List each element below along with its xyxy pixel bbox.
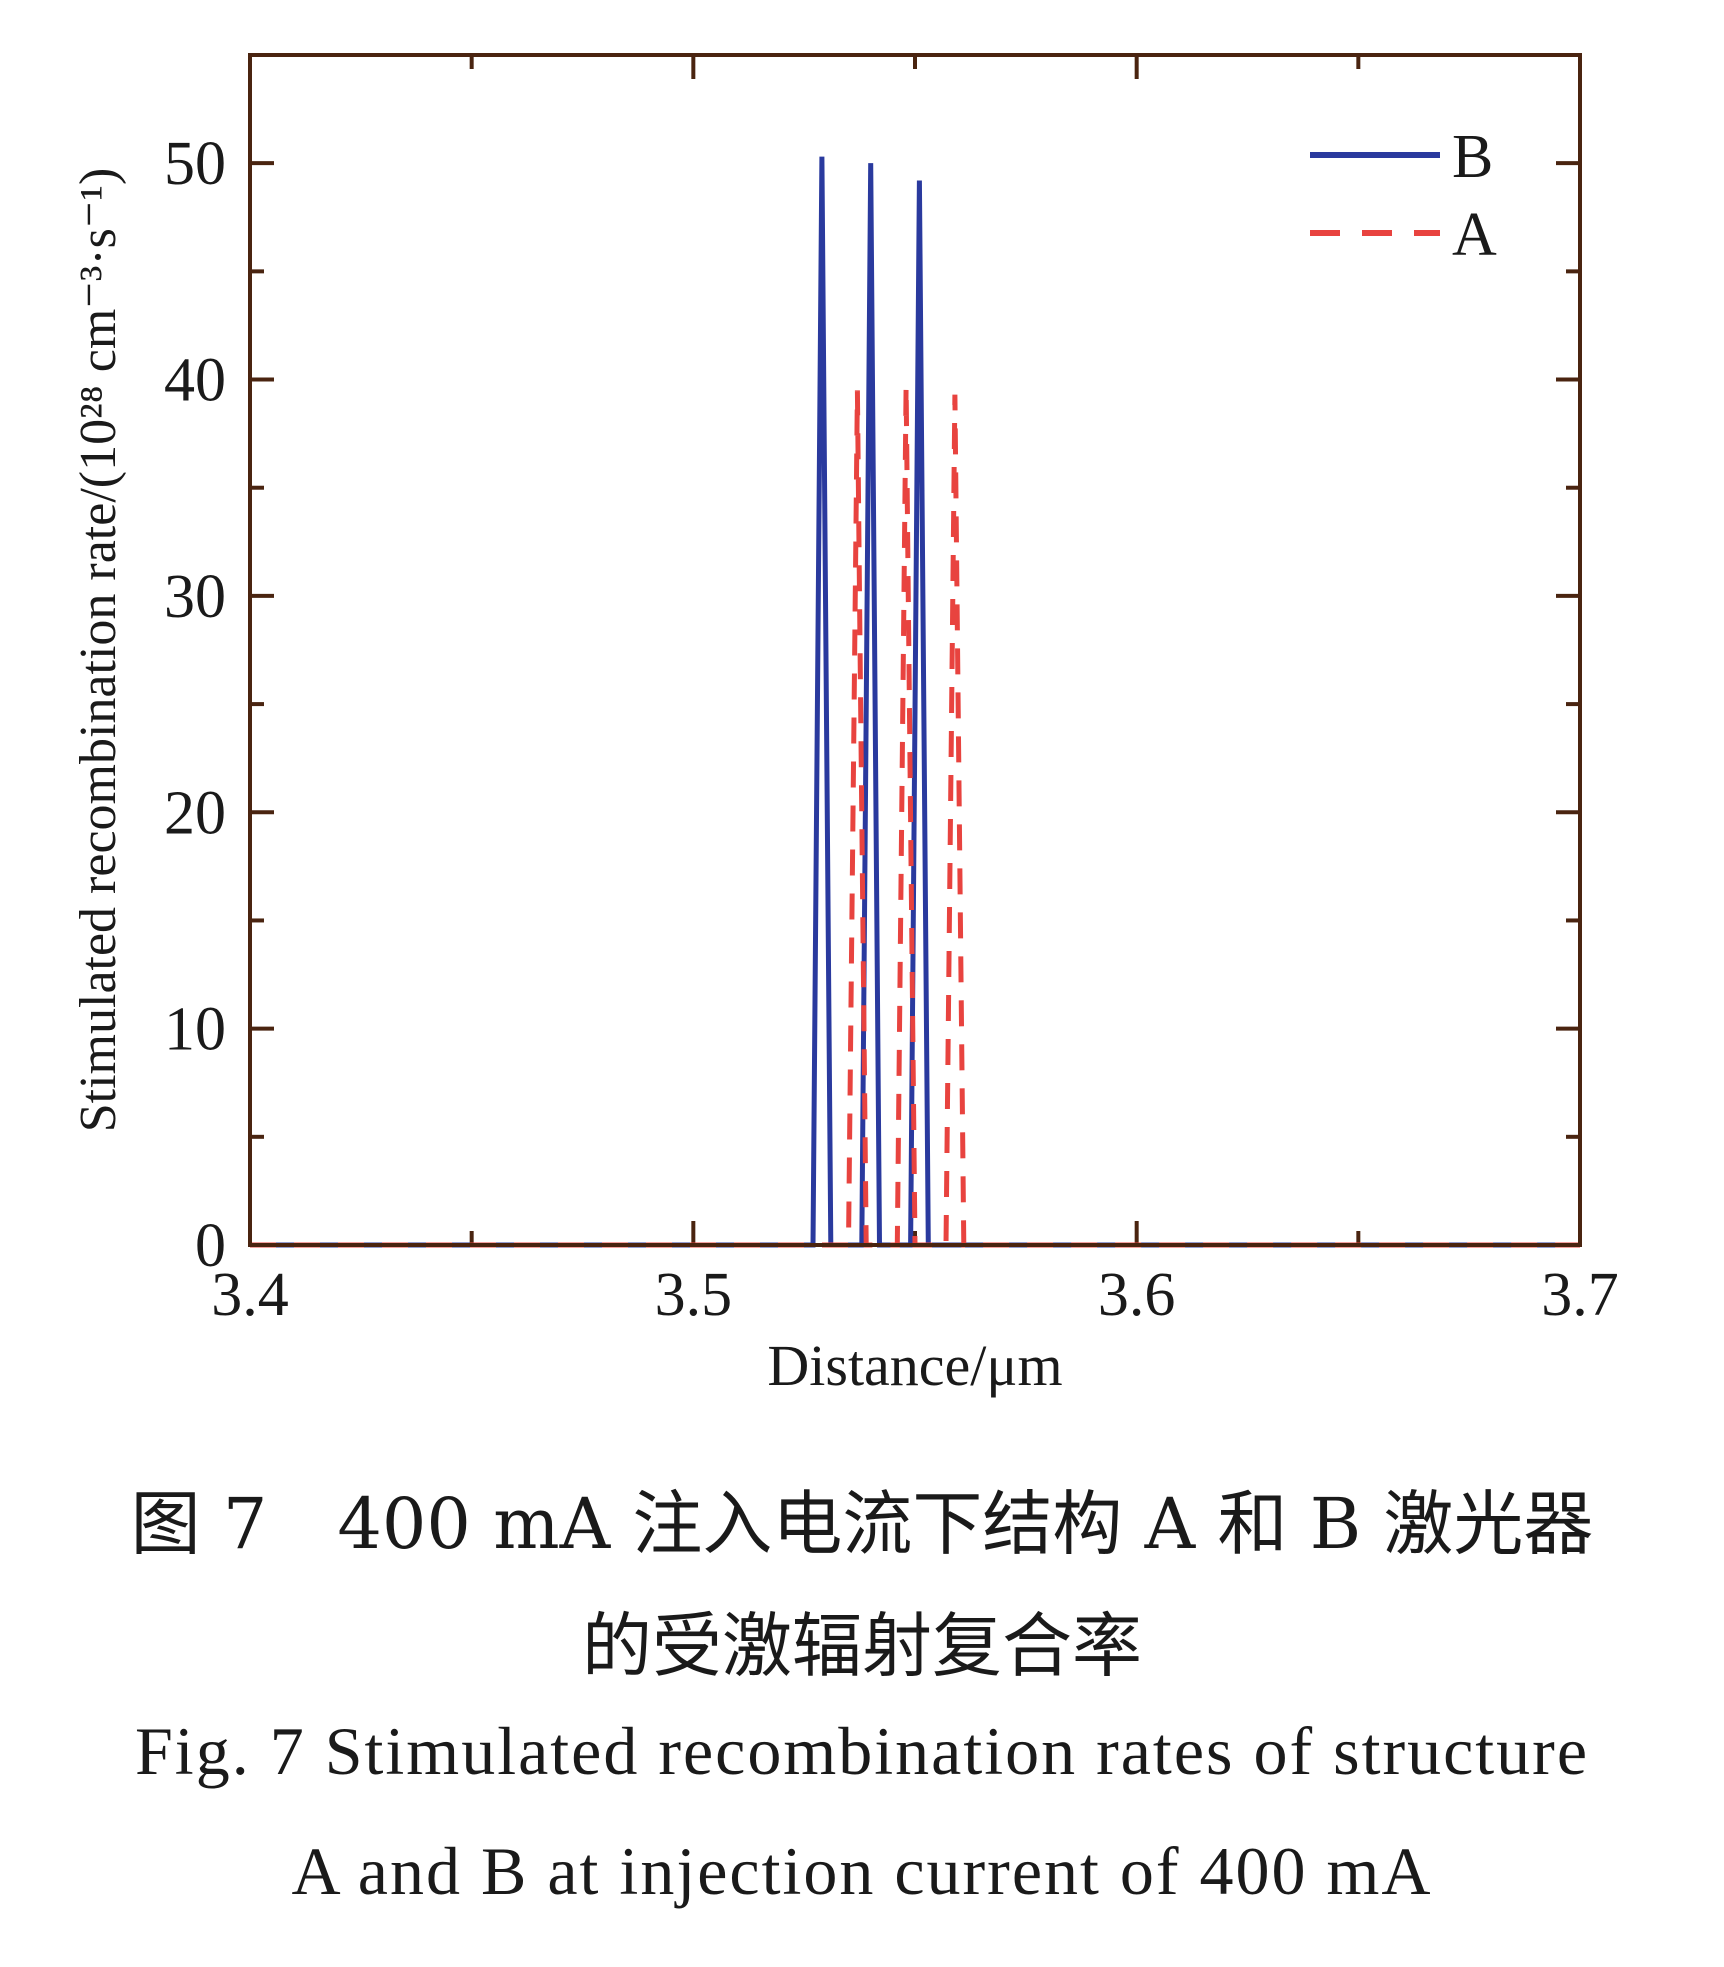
- plot-frame: [248, 53, 1582, 1247]
- y-tick-label: 10: [164, 996, 226, 1064]
- caption-zh-line-1: 图 7 400 mA 注入电流下结构 A 和 B 激光器: [130, 1483, 1594, 1565]
- caption-en-line-1: Fig. 7 Stimulated recombination rates of…: [134, 1713, 1590, 1789]
- legend: BA: [1310, 123, 1497, 269]
- x-tick-label: 3.6: [1098, 1261, 1176, 1329]
- series-layer: [250, 156, 1580, 1248]
- x-tick-label: 3.4: [211, 1261, 289, 1329]
- y-tick-label: 30: [164, 563, 226, 631]
- legend-label-A: A: [1452, 201, 1497, 269]
- y-tick-labels: 0 10 20 30 40 50: [164, 130, 226, 1280]
- caption-zh-line-2: 的受激辐射复合率: [582, 1605, 1142, 1687]
- y-tick-label: 20: [164, 779, 226, 847]
- x-tick-labels: 3.4 3.5 3.6 3.7: [211, 1261, 1619, 1329]
- series-line-A: [250, 385, 1580, 1248]
- y-tick-label: 40: [164, 347, 226, 415]
- chart: 3.4 3.5 3.6 3.7 0 10 20 30 40 50 Distance/μm Sti…: [70, 53, 1619, 1398]
- y-tick-label: 50: [164, 130, 226, 198]
- series-line-B: [250, 156, 1580, 1248]
- x-axis-label: Distance/μm: [767, 1333, 1062, 1398]
- y-axis-label: Stimulated recombination rate/(10²⁸ cm⁻³…: [70, 168, 127, 1133]
- caption-en-line-2: A and B at injection current of 400 mA: [291, 1833, 1433, 1909]
- y-tick-label: 0: [195, 1212, 226, 1280]
- legend-label-B: B: [1452, 123, 1493, 191]
- x-tick-label: 3.7: [1541, 1261, 1619, 1329]
- x-tick-label: 3.5: [655, 1261, 733, 1329]
